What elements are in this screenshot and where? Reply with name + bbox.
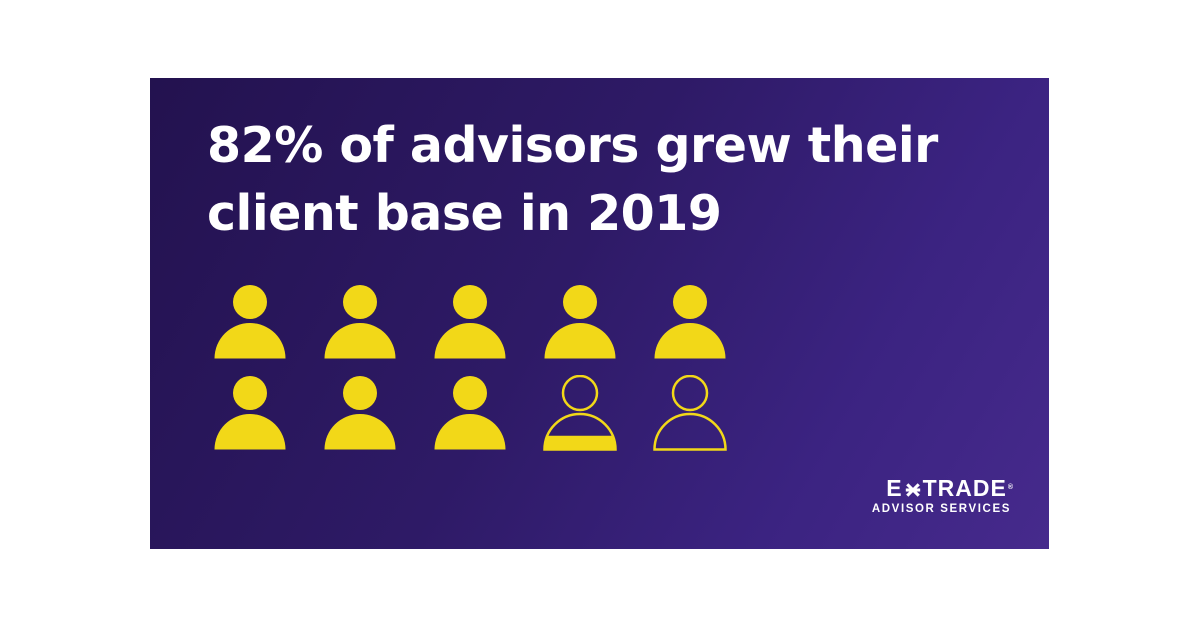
person-icon xyxy=(323,375,397,451)
brand-wordmark: E TRADE ® xyxy=(844,476,1014,500)
person-icon xyxy=(433,375,507,451)
headline-line-2: client base in 2019 xyxy=(207,185,722,242)
brand-word-trade: TRADE xyxy=(922,475,1007,501)
registered-mark: ® xyxy=(1007,484,1014,491)
brand-letter-e: E xyxy=(886,475,903,501)
person-icon xyxy=(653,284,727,360)
headline-line-1: 82% of advisors grew their xyxy=(207,117,938,174)
person-icon xyxy=(323,284,397,360)
person-icon xyxy=(213,284,287,360)
star-icon xyxy=(904,479,922,497)
person-icon xyxy=(653,375,727,451)
person-icon xyxy=(433,284,507,360)
infographic-card: 82% of advisors grew their client base i… xyxy=(150,78,1049,549)
brand-logo: E TRADE ® ADVISOR SERVICES xyxy=(844,476,1014,516)
person-icon xyxy=(213,375,287,451)
headline: 82% of advisors grew their client base i… xyxy=(207,112,1007,248)
person-icon xyxy=(543,284,617,360)
person-icon xyxy=(543,375,617,451)
person-icon-grid xyxy=(213,284,733,464)
brand-subtitle: ADVISOR SERVICES xyxy=(871,503,1011,515)
